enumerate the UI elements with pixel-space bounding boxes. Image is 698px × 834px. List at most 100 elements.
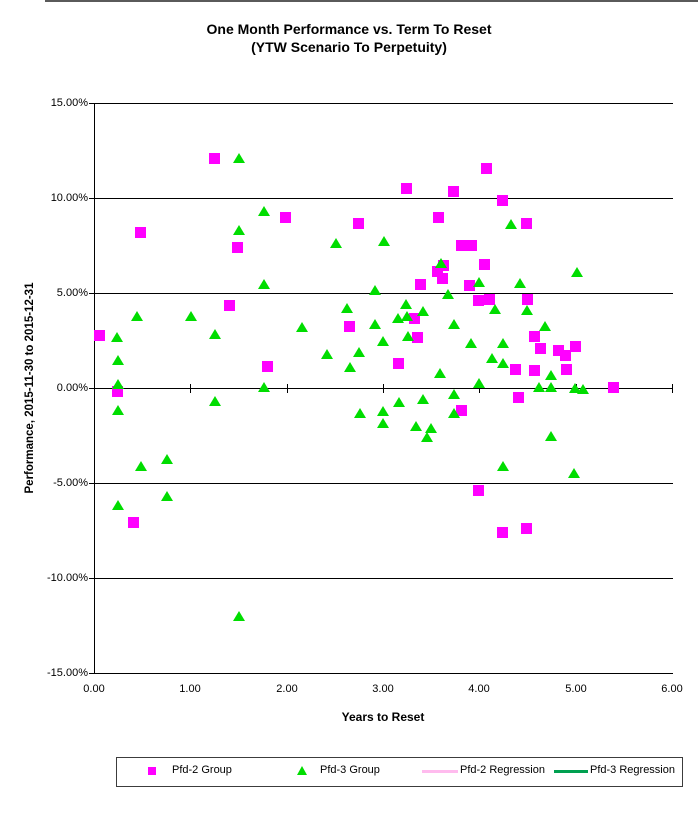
- data-point-pfd2: [521, 523, 533, 535]
- data-point-pfd3: [161, 454, 174, 465]
- gridline-y-10.00%: [94, 198, 673, 199]
- y-tick-label: -10.00%: [47, 572, 88, 584]
- data-point-pfd3: [233, 611, 246, 621]
- data-point-pfd2: [224, 299, 236, 311]
- data-point-pfd3: [112, 379, 125, 390]
- data-point-pfd2: [261, 360, 273, 372]
- data-point-pfd3: [257, 278, 270, 289]
- data-point-pfd3: [209, 328, 222, 339]
- legend-marker-pfd3-regression-line: [554, 770, 588, 773]
- data-point-pfd2: [464, 279, 476, 291]
- y-axis-title: Performance, 2015-11-30 to 2015-12-31: [24, 282, 36, 494]
- data-point-pfd2: [472, 485, 484, 497]
- data-point-pfd3: [393, 397, 406, 408]
- data-point-pfd2: [513, 392, 525, 403]
- data-point-pfd2: [535, 342, 547, 354]
- data-point-pfd2: [484, 294, 496, 306]
- y-axis-tick: [89, 578, 94, 579]
- data-point-pfd3: [448, 388, 461, 399]
- data-point-pfd2: [208, 152, 220, 164]
- data-point-pfd3: [570, 267, 583, 278]
- data-point-pfd3: [321, 348, 334, 359]
- data-point-pfd2: [552, 345, 564, 357]
- data-point-pfd3: [538, 321, 551, 332]
- y-axis-tick: [89, 483, 94, 484]
- data-point-pfd3: [425, 422, 438, 433]
- data-point-pfd3: [352, 346, 365, 357]
- data-point-pfd3: [392, 312, 405, 323]
- data-point-pfd3: [544, 430, 557, 441]
- data-point-pfd3: [448, 407, 461, 418]
- data-point-pfd3: [161, 491, 174, 502]
- data-point-pfd3: [567, 467, 580, 478]
- data-point-pfd2: [432, 265, 444, 277]
- data-point-pfd3: [257, 206, 270, 217]
- data-point-pfd2: [521, 218, 533, 230]
- y-axis-tick: [89, 103, 94, 104]
- data-point-pfd2: [280, 211, 292, 223]
- data-point-pfd3: [434, 257, 447, 268]
- x-axis-tick: [672, 384, 673, 393]
- data-point-pfd3: [329, 237, 342, 248]
- y-axis-tick: [89, 388, 94, 389]
- gridline-y--5.00%: [94, 483, 673, 484]
- x-axis-tick: [479, 384, 480, 393]
- data-point-pfd2: [409, 313, 421, 325]
- data-point-pfd2: [415, 278, 427, 290]
- data-point-pfd3: [421, 432, 434, 443]
- data-point-pfd3: [577, 383, 590, 394]
- x-axis-tick: [383, 384, 384, 393]
- legend-box: [116, 757, 683, 787]
- data-point-pfd2: [94, 330, 106, 342]
- data-point-pfd2: [343, 320, 355, 332]
- x-tick-label: 4.00: [468, 683, 490, 695]
- x-axis-title: Years to Reset: [341, 710, 425, 724]
- x-tick-label: 3.00: [372, 683, 394, 695]
- data-point-pfd2: [607, 381, 619, 393]
- legend-label-pfd3-regression: Pfd-3 Regression: [590, 764, 675, 776]
- data-point-pfd2: [496, 526, 508, 538]
- y-tick-label: -5.00%: [53, 477, 88, 489]
- data-point-pfd3: [112, 404, 125, 415]
- data-point-pfd2: [353, 218, 365, 230]
- data-point-pfd2: [392, 357, 404, 369]
- x-axis-tick: [190, 384, 191, 393]
- data-point-pfd3: [341, 303, 354, 314]
- y-tick-label: 15.00%: [50, 97, 88, 109]
- legend-label-pfd2-group: Pfd-2 Group: [172, 764, 232, 776]
- legend-label-pfd3-group: Pfd-3 Group: [320, 764, 380, 776]
- y-axis-tick: [89, 293, 94, 294]
- legend-label-pfd2-regression: Pfd-2 Regression: [460, 764, 545, 776]
- data-point-pfd2: [570, 340, 582, 352]
- data-point-pfd3: [544, 369, 557, 380]
- y-tick-label: 0.00%: [56, 382, 88, 394]
- data-point-pfd2: [496, 195, 508, 207]
- data-point-pfd3: [497, 338, 510, 349]
- data-point-pfd3: [257, 382, 270, 393]
- data-point-pfd3: [344, 362, 357, 373]
- data-point-pfd2: [559, 350, 571, 362]
- data-point-pfd2: [437, 273, 449, 285]
- data-point-pfd3: [131, 310, 144, 321]
- data-point-pfd3: [112, 355, 125, 366]
- data-point-pfd3: [497, 460, 510, 471]
- data-point-pfd3: [464, 338, 477, 349]
- x-axis-tick: [287, 384, 288, 393]
- data-point-pfd3: [185, 310, 198, 321]
- legend-marker-pfd3-triangle: [297, 766, 307, 775]
- chart-title-line2: (YTW Scenario To Perpetuity): [251, 39, 447, 55]
- data-point-pfd2: [561, 363, 573, 375]
- data-point-pfd3: [441, 288, 454, 299]
- data-point-pfd3: [112, 499, 125, 510]
- gridline-y-15.00%: [94, 103, 673, 104]
- data-point-pfd3: [473, 378, 486, 389]
- data-point-pfd2: [400, 183, 412, 194]
- data-point-pfd3: [505, 218, 518, 229]
- data-point-pfd3: [544, 382, 557, 393]
- data-point-pfd3: [409, 421, 422, 431]
- data-point-pfd2: [510, 363, 522, 375]
- data-point-pfd3: [209, 396, 222, 407]
- x-tick-label: 6.00: [661, 683, 683, 695]
- gridline-y--15.00%: [94, 673, 673, 674]
- data-point-pfd3: [377, 235, 390, 246]
